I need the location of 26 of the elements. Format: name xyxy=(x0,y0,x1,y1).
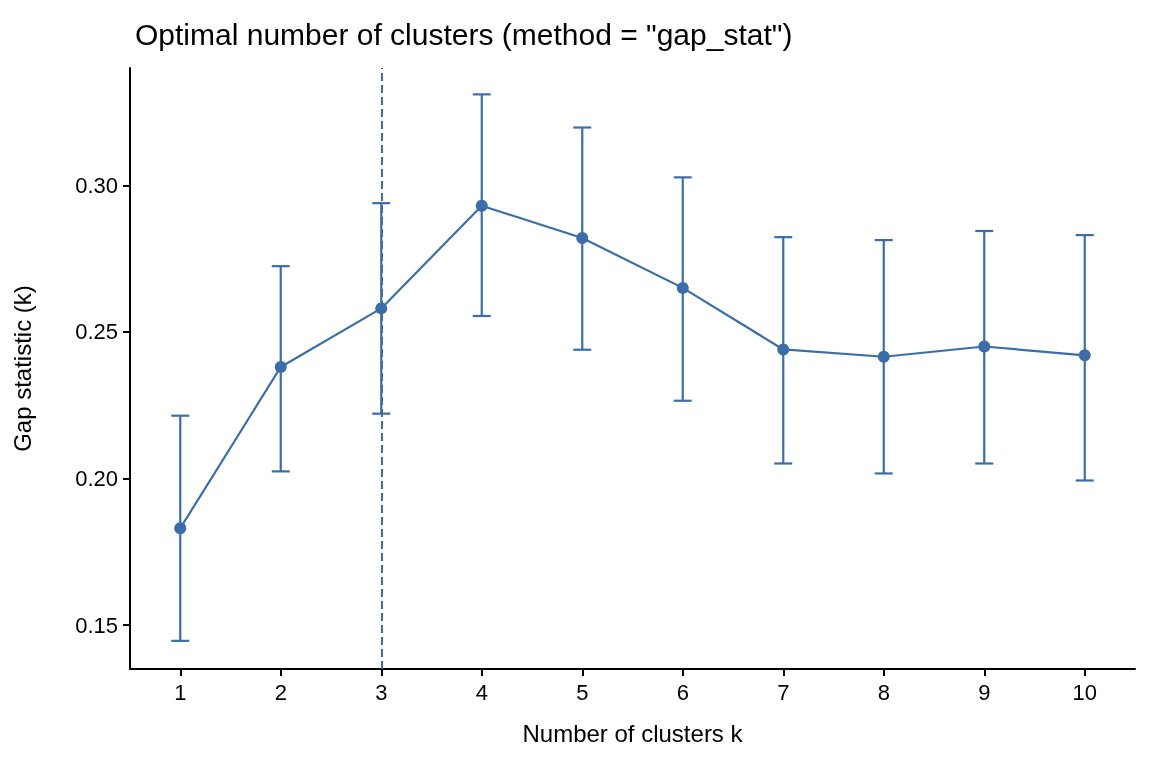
y-tick-label: 0.30 xyxy=(75,172,118,198)
y-tick-label: 0.25 xyxy=(75,319,118,345)
y-tick-label: 0.15 xyxy=(75,612,118,638)
point xyxy=(174,522,187,535)
x-tick-label: 4 xyxy=(475,679,488,705)
x-axis-title: Number of clusters k xyxy=(522,719,744,747)
y-tick-label: 0.20 xyxy=(75,465,118,491)
x-tick-label: 3 xyxy=(375,679,388,705)
x-tick-label: 6 xyxy=(676,679,689,705)
x-tick-label: 1 xyxy=(174,679,187,705)
x-tick-label: 2 xyxy=(274,679,287,705)
point xyxy=(877,350,890,363)
x-tick-label: 7 xyxy=(777,679,790,705)
x-tick-label: 9 xyxy=(978,679,991,705)
x-tick-label: 10 xyxy=(1072,679,1097,705)
point xyxy=(978,340,991,353)
y-axis-title: Gap statistic (k) xyxy=(8,285,36,452)
point xyxy=(777,343,790,356)
point xyxy=(274,361,287,374)
point xyxy=(576,232,589,245)
x-tick-label: 5 xyxy=(576,679,589,705)
point xyxy=(1078,349,1091,362)
chart-title: Optimal number of clusters (method = "gap_stat") xyxy=(135,17,793,51)
x-tick-label: 8 xyxy=(877,679,890,705)
point xyxy=(676,281,689,294)
point xyxy=(475,199,488,212)
